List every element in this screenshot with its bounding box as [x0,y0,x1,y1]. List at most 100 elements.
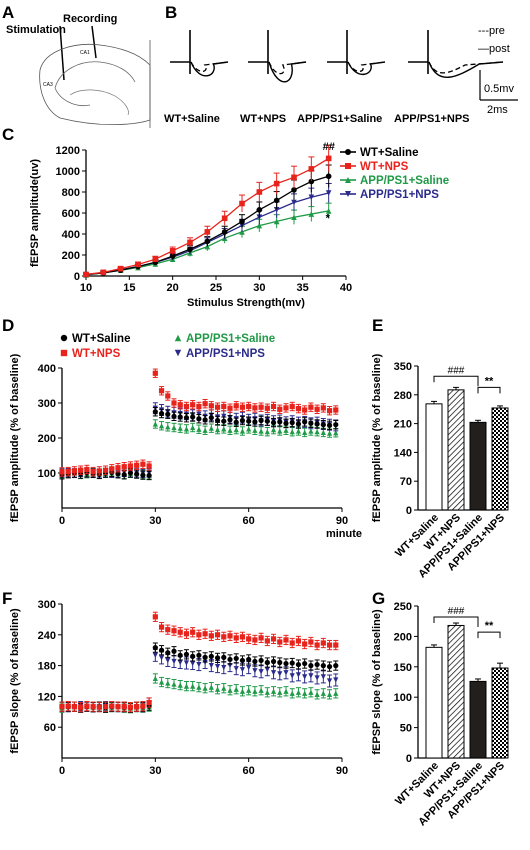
data-point [233,686,239,692]
data-point [277,659,283,666]
y-tick-label: 100 [394,692,412,704]
data-point [152,421,158,427]
data-point [258,669,264,675]
data-point [326,642,333,648]
data-point [152,675,158,682]
y-tick-label: 400 [38,363,56,375]
data-point [258,404,264,410]
data-point [196,403,202,410]
x-tick-label: 0 [59,765,65,777]
data-point [320,690,326,696]
data-point [246,403,252,410]
x-axis-label: minute [326,528,362,540]
data-point [289,420,295,426]
data-point [246,426,252,432]
data-point [177,402,183,408]
data-point [302,674,308,680]
data-point [326,691,333,697]
y-tick-label: 300 [38,599,56,611]
data-point [171,424,177,431]
data-point [190,629,196,635]
data-point [302,641,308,647]
sig-annotation: ** [485,375,494,387]
data-point [277,406,283,412]
data-point [208,653,214,659]
data-point [221,229,228,235]
data-point [320,405,326,411]
data-point [78,467,84,473]
data-point [183,683,190,689]
data-point [196,652,202,658]
x-tick-label: 30 [253,282,265,294]
data-point [196,416,202,422]
data-point [325,173,332,180]
data-point [171,681,177,687]
data-point [78,704,84,710]
data-point [246,636,252,642]
data-point [302,429,308,435]
scale-time-label: 2ms [487,104,508,116]
data-point [158,647,165,653]
data-point [158,624,165,630]
y-tick-label: 240 [38,630,56,642]
data-point [320,663,326,669]
data-point [165,680,171,686]
data-point [246,418,252,424]
data-point [59,704,65,710]
data-point [333,430,339,436]
data-point [289,403,295,410]
y-tick-label: 0 [406,753,412,765]
data-point [264,689,270,695]
bar [425,403,443,511]
data-point [90,469,96,475]
data-point [227,656,233,663]
data-point [171,648,177,654]
data-point [320,674,326,680]
legend-marker [174,334,182,342]
data-point [314,421,320,427]
data-point [190,660,196,667]
data-point [121,472,127,478]
hippocampus-diagram: Stimulation Recording CA1 CA3 [6,13,151,128]
data-point [227,687,233,693]
data-point [308,166,315,172]
data-point [127,470,134,476]
y-tick-label: 210 [394,419,412,431]
legend-marker [174,349,182,357]
trace-label: WT+NPS [240,113,286,125]
legend-marker [345,191,351,197]
y-axis-label: fEPSP amplitude (% of baseline) [371,353,383,522]
data-point [183,651,190,657]
data-point [256,222,263,229]
data-point [221,665,227,671]
trace-post [428,61,504,79]
data-point [308,639,314,645]
evoked-traces: ---pre —post 0.5mv 2ms WT+Saline WT+NPS AP… [164,25,518,125]
data-point [208,663,214,669]
data-point [239,667,246,673]
data-point [264,418,270,424]
x-tick-label: 60 [243,765,255,777]
data-point [227,427,233,433]
data-point [214,686,221,692]
y-tick-label: 0 [74,271,80,283]
data-point [252,419,258,425]
data-point [277,639,283,645]
data-point [171,400,177,406]
annotation-hash: ## [323,141,335,153]
data-point [333,642,339,648]
y-tick-label: 280 [394,390,412,402]
data-point [256,189,263,195]
data-point [65,703,71,709]
data-point [264,405,270,411]
legend-marker [345,163,351,169]
data-point [202,659,208,666]
data-point [252,405,258,411]
data-point [190,424,196,431]
data-point [214,427,221,433]
data-point [314,429,320,435]
bar [469,421,487,511]
recording-label: Recording [63,13,117,25]
legend-label: WT+Saline [72,333,130,345]
data-point [283,688,289,694]
